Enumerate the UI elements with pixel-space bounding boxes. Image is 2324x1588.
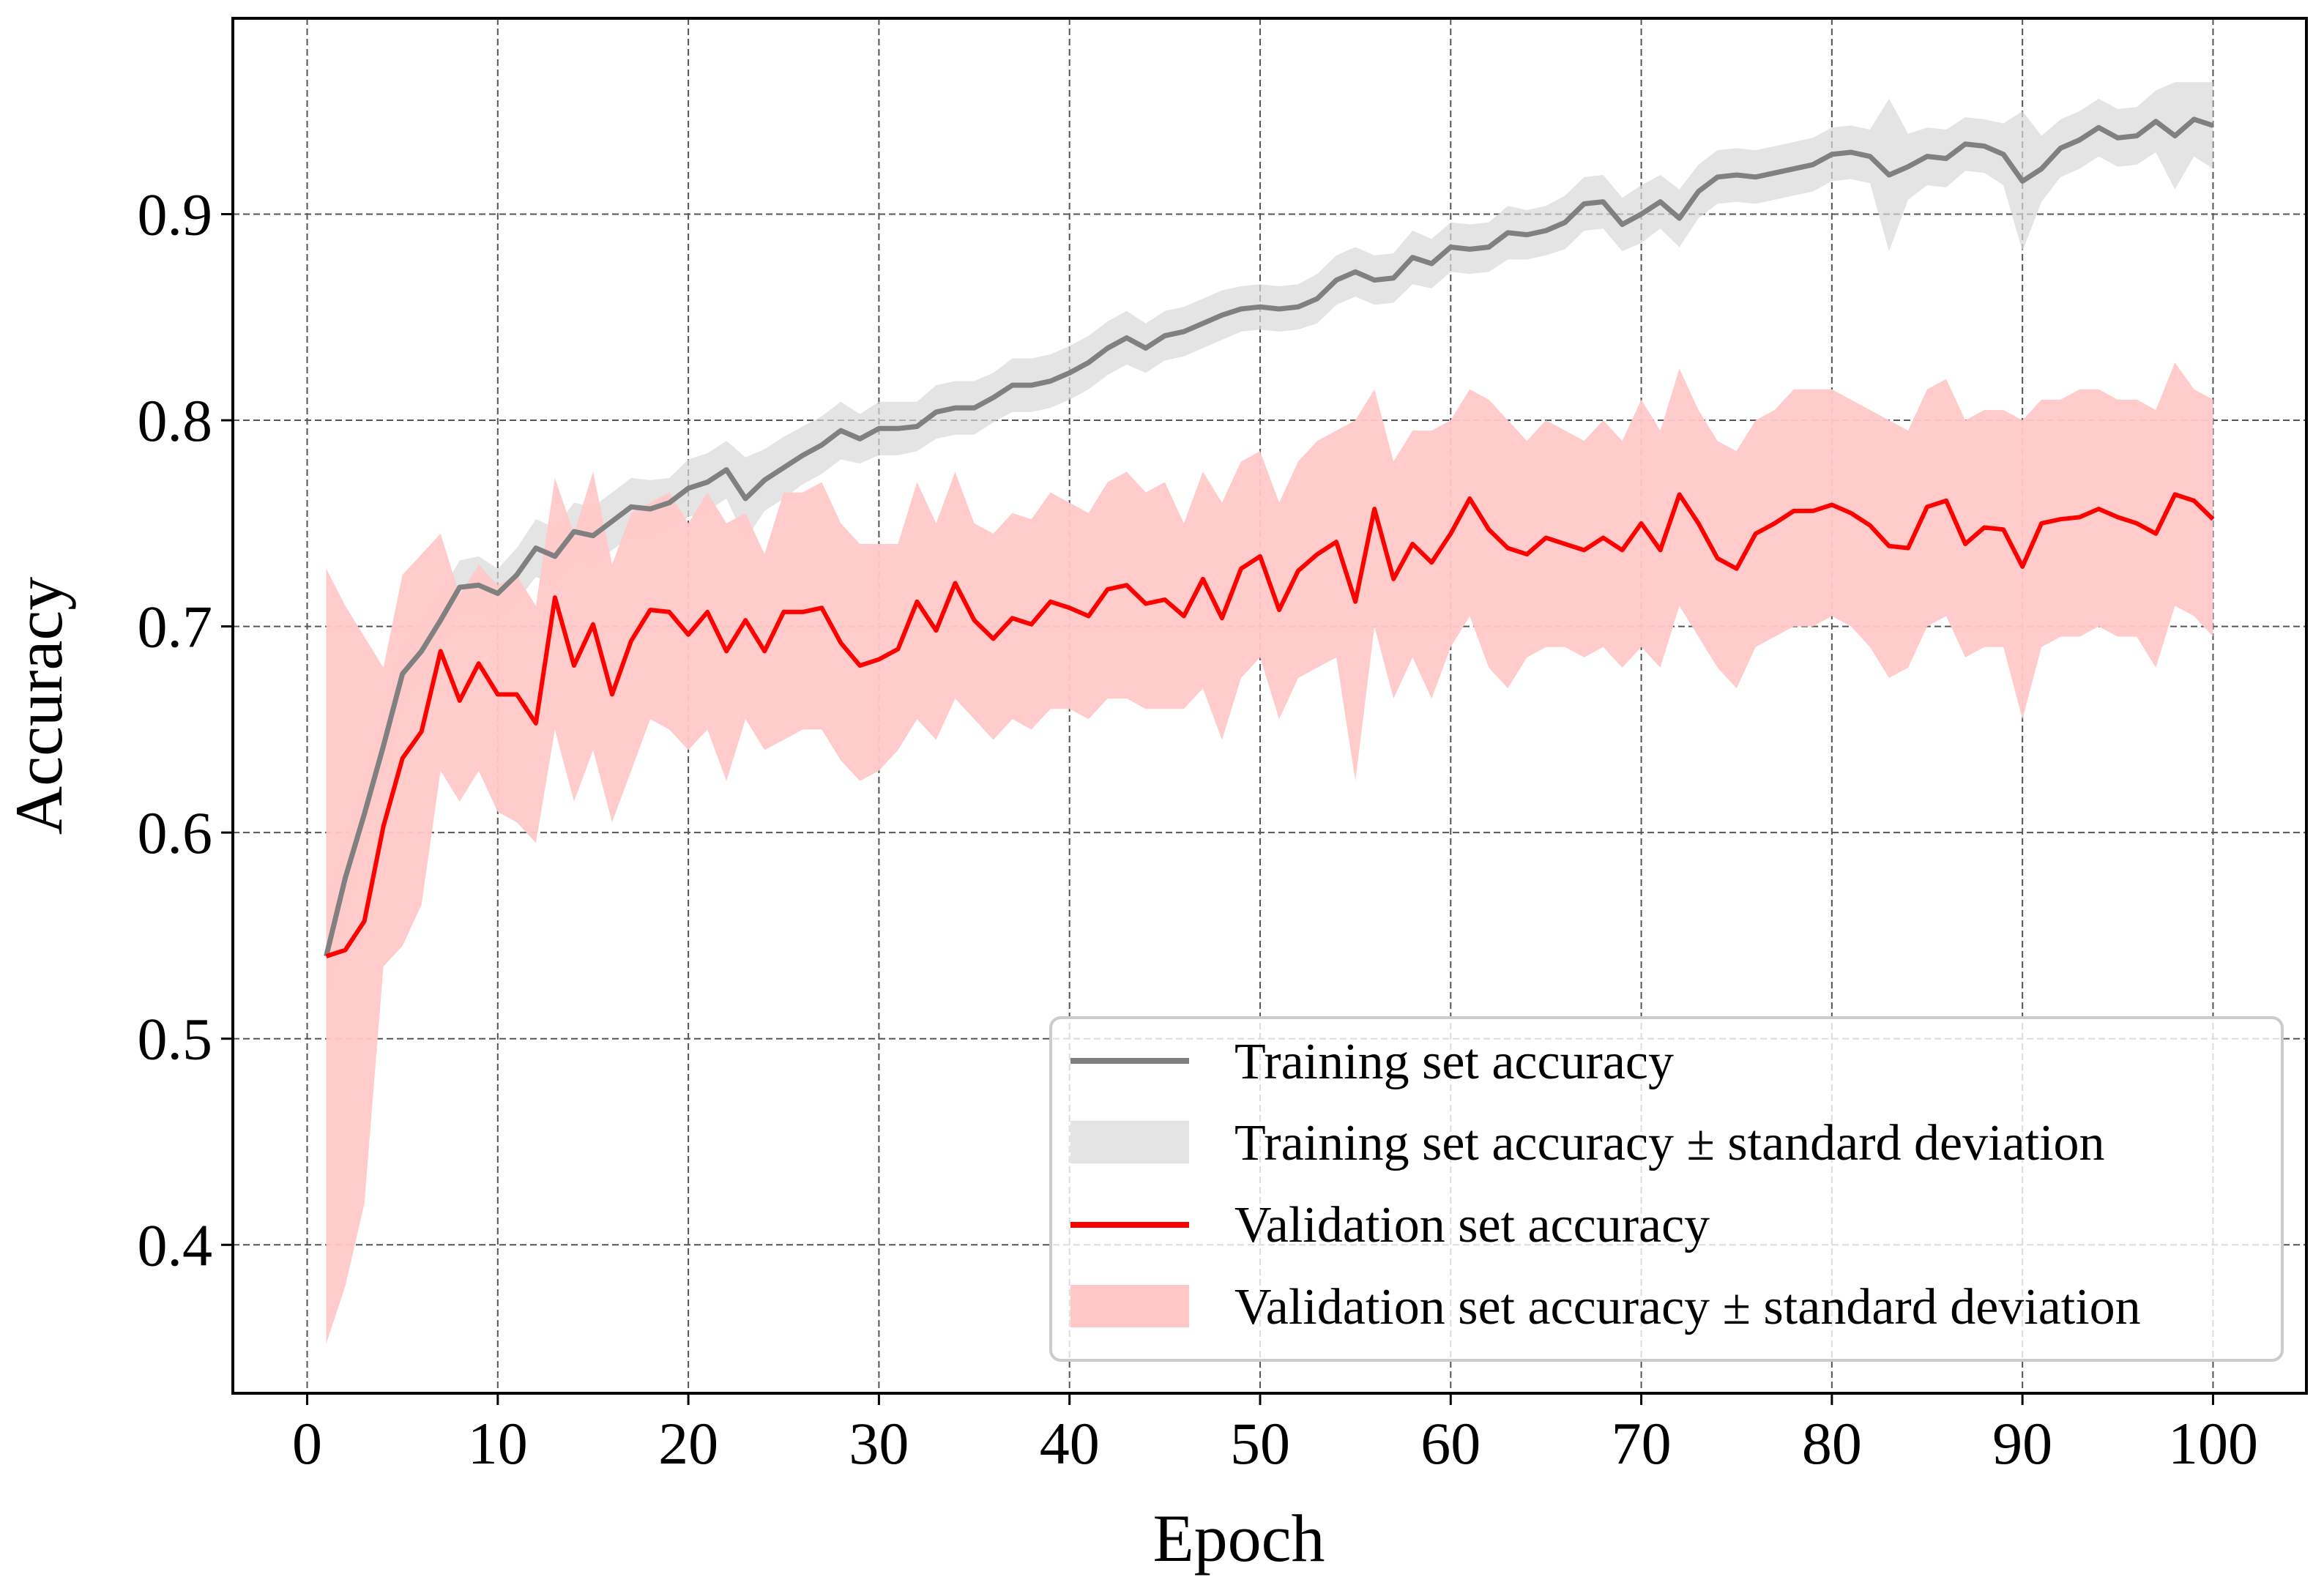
y-tick-label: 0.6 xyxy=(138,799,213,866)
series-lines xyxy=(324,116,2215,958)
y-tick-label: 0.8 xyxy=(138,387,213,454)
legend-label-validation-std: Validation set accuracy ± standard devia… xyxy=(1234,1279,2141,1335)
legend-box xyxy=(1049,1016,2284,1362)
x-tick-label: 80 xyxy=(1802,1410,1862,1477)
y-tick-label: 0.5 xyxy=(138,1006,213,1073)
validation-std-band xyxy=(326,362,2213,1344)
legend-label-training-std: Training set accuracy ± standard deviati… xyxy=(1234,1115,2105,1171)
y-axis-title: Accuracy xyxy=(1,577,76,835)
training-std-band xyxy=(326,82,2213,1004)
x-tick-label: 100 xyxy=(2168,1410,2258,1477)
y-tick-label: 0.9 xyxy=(138,181,213,247)
x-tick-label: 90 xyxy=(1992,1410,2052,1477)
x-tick-label: 50 xyxy=(1230,1410,1290,1477)
x-tick-label: 10 xyxy=(468,1410,528,1477)
plot-frame xyxy=(231,17,2308,1395)
training-accuracy-line xyxy=(324,116,2214,957)
legend-swatch-validation-band xyxy=(1070,1285,1189,1327)
y-tick-label: 0.4 xyxy=(138,1212,213,1278)
validation-accuracy-line xyxy=(325,492,2215,958)
legend-label-validation: Validation set accuracy xyxy=(1234,1197,1710,1253)
y-tick-label: 0.7 xyxy=(138,594,213,660)
axis-ticks: 0 10 20 30 40 50 60 70 80 90 100 0.4 0.5 0.6 0.7 0.8 0.9 xyxy=(138,181,2258,1477)
legend-swatch-training-band xyxy=(1070,1121,1189,1163)
legend: Training set accuracy Training set accur… xyxy=(1049,1016,2284,1362)
x-tick-label: 0 xyxy=(292,1410,322,1477)
x-tick-label: 40 xyxy=(1040,1410,1100,1477)
legend-label-training: Training set accuracy xyxy=(1234,1034,1674,1090)
x-tick-label: 70 xyxy=(1612,1410,1672,1477)
x-tick-label: 20 xyxy=(658,1410,718,1477)
x-tick-label: 60 xyxy=(1420,1410,1481,1477)
std-bands xyxy=(326,82,2213,1344)
x-tick-label: 30 xyxy=(849,1410,909,1477)
x-axis-title: Epoch xyxy=(1152,1501,1325,1576)
